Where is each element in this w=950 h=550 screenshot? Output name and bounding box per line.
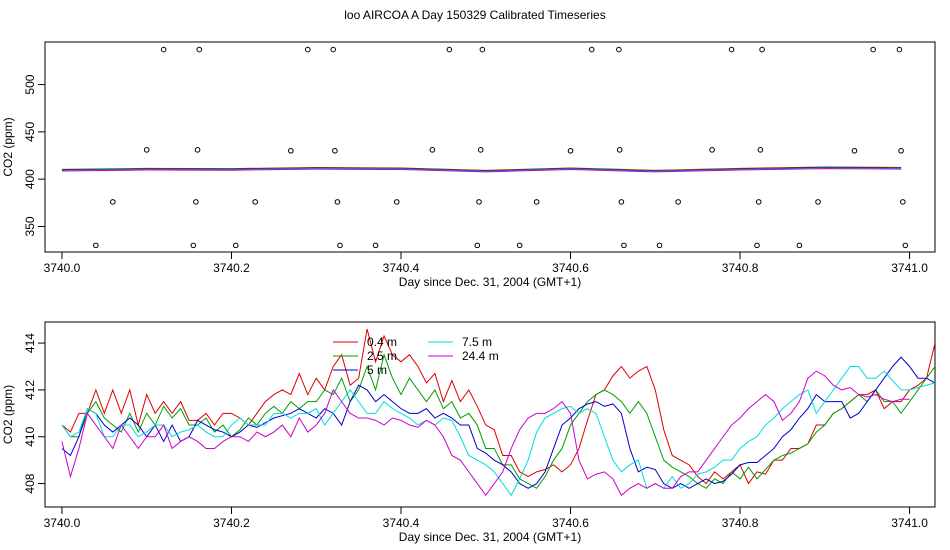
x-axis-label: Day since Dec. 31, 2004 (GMT+1) (399, 530, 581, 544)
x-tick-label: 3740.8 (722, 516, 759, 530)
y-tick-label: 410 (23, 426, 37, 446)
outlier-point (429, 147, 436, 153)
plot-area (61, 46, 909, 249)
outlier-point (232, 242, 239, 249)
series-line (61, 168, 902, 173)
x-tick-label: 3740.4 (383, 261, 420, 275)
outlier-point (446, 46, 453, 53)
outlier-point (902, 242, 909, 249)
x-tick-label: 3740.4 (383, 516, 420, 530)
figure-title: loo AIRCOA A Day 150329 Calibrated Times… (344, 8, 606, 22)
outlier-point (870, 46, 876, 53)
outlier-point (516, 242, 523, 249)
outlier-point (193, 199, 199, 205)
y-tick-label: 500 (23, 74, 37, 94)
outlier-point (393, 199, 400, 205)
outlier-point (728, 46, 735, 53)
x-tick-label: 3740.6 (552, 516, 589, 530)
outlier-point (709, 147, 715, 153)
outlier-point (656, 242, 663, 249)
outlier-point (372, 242, 379, 249)
outlier-point (588, 46, 595, 53)
outlier-point (851, 147, 858, 154)
outlier-point (330, 46, 336, 53)
outlier-point (759, 46, 765, 53)
y-axis-label: CO2 (ppm) (1, 385, 15, 444)
y-tick-label: 412 (23, 380, 37, 400)
y-tick-label: 414 (23, 333, 37, 353)
outlier-point (190, 242, 197, 249)
outlier-point (796, 242, 803, 249)
outlier-point (896, 46, 903, 53)
y-tick-label: 400 (23, 169, 37, 189)
outlier-point (675, 199, 681, 205)
plot-panel-2: 3740.0 3740.2 3740.4 3740.6 3740.8 3741.0 408 4… (1, 321, 936, 544)
x-tick-label: 3740.8 (722, 261, 759, 275)
x-tick-label: 3740.2 (213, 516, 250, 530)
outlier-point (477, 147, 484, 153)
y-tick-label: 408 (23, 473, 37, 493)
x-axis-label: Day since Dec. 31, 2004 (GMT+1) (399, 275, 581, 289)
x-tick-label: 3740.0 (44, 261, 81, 275)
series-line (61, 328, 935, 485)
outlier-point (252, 199, 259, 205)
plot-panel-1: 3740.0 3740.2 3740.4 3740.6 3740.8 3741.0 350 4… (1, 41, 936, 289)
outlier-point (337, 242, 343, 249)
outlier-point (334, 199, 341, 205)
series-line (61, 353, 935, 489)
series-line (61, 370, 910, 497)
plot-area (61, 328, 935, 497)
outlier-point (616, 46, 622, 53)
outlier-point (288, 147, 294, 154)
outlier-point (621, 242, 627, 249)
y-tick-label: 450 (23, 122, 37, 142)
legend-label: 5 m (367, 363, 387, 377)
outlier-point (757, 147, 764, 153)
outlier-point (754, 242, 760, 249)
outlier-point (899, 199, 906, 205)
y-tick-label: 350 (23, 216, 37, 236)
outlier-point (196, 46, 203, 53)
legend-label: 2.5 m (367, 349, 397, 363)
x-tick-label: 3741.0 (891, 261, 928, 275)
legend: 0.4 m2.5 m5 m 7.5 m24.4 m (333, 335, 499, 377)
outlier-point (616, 147, 623, 153)
outlier-point (110, 199, 116, 205)
outlier-point (618, 199, 625, 205)
outlier-point (93, 242, 99, 249)
y-axis-label: CO2 (ppm) (1, 117, 15, 176)
outlier-point (474, 242, 481, 249)
outlier-point (332, 147, 338, 154)
outlier-point (160, 46, 167, 53)
outlier-point (479, 46, 486, 53)
series-line (61, 356, 935, 489)
series-line (61, 365, 935, 497)
outlier-point (567, 147, 574, 154)
legend-label: 24.4 m (462, 349, 499, 363)
legend-label: 7.5 m (462, 335, 492, 349)
plot-frame (44, 321, 936, 508)
outlier-point (304, 46, 311, 53)
legend-label: 0.4 m (367, 335, 397, 349)
x-tick-label: 3740.2 (213, 261, 250, 275)
outlier-point (194, 147, 201, 153)
outlier-point (533, 199, 540, 205)
outlier-point (755, 199, 762, 205)
outlier-point (143, 147, 150, 153)
x-tick-label: 3741.0 (891, 516, 928, 530)
outlier-point (898, 147, 904, 154)
outlier-point (815, 199, 821, 205)
x-tick-label: 3740.6 (552, 261, 589, 275)
x-tick-label: 3740.0 (44, 516, 81, 530)
plot-frame (44, 41, 936, 253)
outlier-point (476, 199, 482, 205)
